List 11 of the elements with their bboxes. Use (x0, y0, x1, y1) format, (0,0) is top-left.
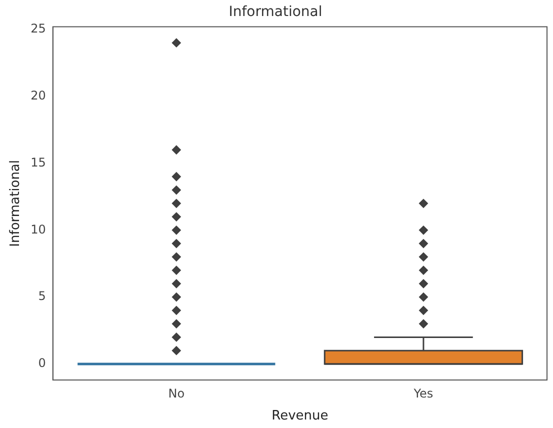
y-tick-label: 15 (30, 155, 46, 170)
y-tick-label: 5 (38, 289, 46, 304)
y-tick-label: 0 (38, 356, 46, 370)
x-tick-label: Yes (412, 386, 434, 400)
y-tick-label: 25 (30, 22, 46, 36)
y-tick-label: 20 (30, 88, 46, 102)
chart-title: Informational (228, 4, 322, 20)
x-tick-label: No (168, 386, 185, 400)
y-axis-title: Informational (8, 160, 24, 247)
y-tick-label: 10 (30, 222, 46, 236)
x-axis-title: Revenue (272, 408, 328, 424)
